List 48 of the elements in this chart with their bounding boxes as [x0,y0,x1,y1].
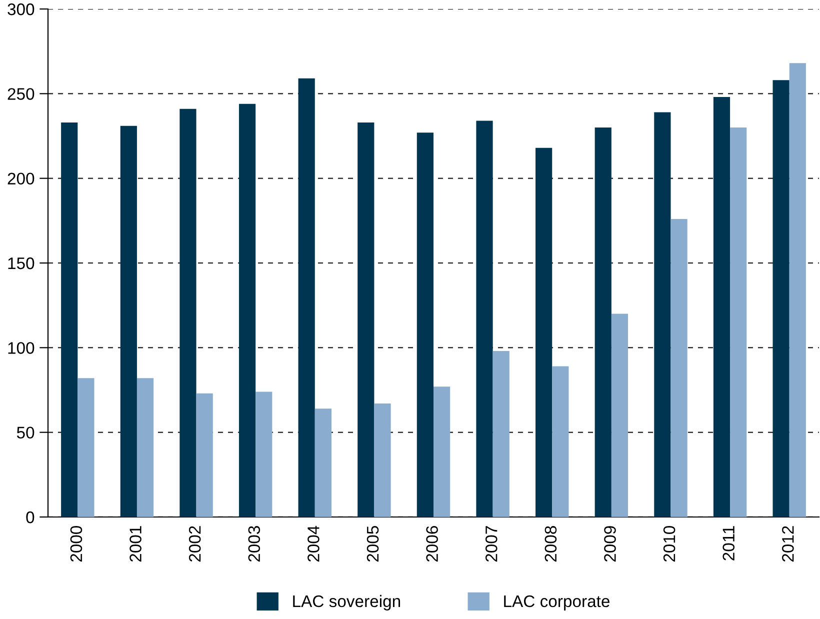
bar [492,351,510,517]
x-tick-label: 2007 [485,526,498,562]
bar [358,122,374,517]
bar [196,393,213,517]
bar [78,378,94,517]
bar [120,126,137,517]
bar [314,408,332,517]
bar [238,104,256,517]
bar [136,378,154,517]
x-tick-label: 2009 [604,526,616,562]
bar [180,108,196,517]
bar [416,132,434,517]
x-tick-label: 2003 [248,526,260,562]
bar [670,218,688,517]
y-tick-label: 50 [16,426,34,439]
legend-label: LAC corporate [504,595,610,610]
x-tick-label: 2008 [544,526,557,562]
x-tick-label: 2010 [663,526,676,562]
y-tick-label: 200 [8,172,34,185]
bar [713,97,730,517]
y-tick-label: 300 [8,3,34,16]
x-tick-label: 2011 [722,526,735,560]
x-tick-label: 2004 [308,526,320,562]
bar [476,120,493,517]
bar [611,314,628,517]
bar [536,148,552,517]
y-tick-label: 250 [8,88,34,100]
y-tick-label: 150 [8,257,34,270]
bar [772,80,790,517]
bar [434,386,450,517]
x-tick-label: 2012 [782,526,794,562]
x-tick-label: 2005 [366,526,379,562]
x-tick-label: 2006 [426,526,438,562]
x-tick-label: 2002 [188,526,201,562]
y-tick-label: 0 [26,511,34,524]
bar [594,128,612,517]
bar [730,128,747,517]
bar [552,366,569,517]
bar [256,392,272,517]
bar [789,63,806,517]
bar [298,78,315,517]
bar [654,112,671,517]
bar [61,122,78,517]
y-tick-label: 100 [8,342,34,354]
legend-label: LAC sovereign [293,594,400,610]
bar [374,404,391,517]
x-tick-label: 2001 [130,526,142,562]
x-tick-label: 2000 [70,526,82,562]
